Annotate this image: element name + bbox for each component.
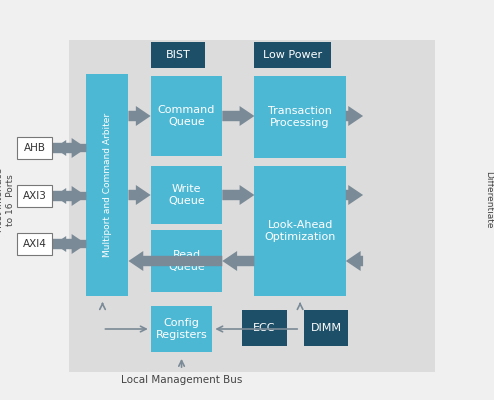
Polygon shape [346, 185, 363, 205]
Bar [86, 74, 128, 296]
Bar [151, 166, 222, 224]
Bar [17, 137, 52, 159]
Polygon shape [128, 106, 151, 126]
Text: Config
Registers: Config Registers [156, 318, 207, 340]
Bar [151, 230, 222, 292]
Bar [151, 76, 222, 156]
Bar [242, 310, 287, 346]
Polygon shape [52, 186, 86, 206]
Polygon shape [346, 106, 363, 126]
Polygon shape [346, 251, 363, 271]
Text: Low Power: Low Power [263, 50, 322, 60]
Text: AXI4: AXI4 [23, 239, 46, 249]
Bar [304, 310, 348, 346]
Text: BIST: BIST [165, 50, 190, 60]
Text: ECC: ECC [253, 323, 276, 333]
Bar [254, 42, 331, 68]
Text: Read
Queue: Read Queue [168, 250, 205, 272]
Bar [17, 233, 52, 255]
Bar [151, 306, 212, 352]
Bar [69, 40, 435, 372]
Text: Differentiate: Differentiate [485, 171, 494, 229]
Text: Look-Ahead
Optimization: Look-Ahead Optimization [264, 220, 336, 242]
Polygon shape [222, 185, 254, 205]
Bar [69, 40, 435, 372]
Text: DIMM: DIMM [311, 323, 341, 333]
Polygon shape [222, 251, 254, 271]
Text: Multiport and Command Arbiter: Multiport and Command Arbiter [103, 113, 112, 257]
Text: Command
Queue: Command Queue [158, 105, 215, 127]
Polygon shape [54, 236, 86, 252]
Text: AHB: AHB [24, 143, 45, 153]
Text: Local Management Bus: Local Management Bus [121, 375, 242, 385]
Bar [254, 76, 346, 158]
Text: Host Interface
to 16  Ports: Host Interface to 16 Ports [0, 168, 15, 232]
Text: Write
Queue: Write Queue [168, 184, 205, 206]
Bar [254, 166, 346, 296]
Bar [17, 185, 52, 207]
Polygon shape [54, 140, 86, 156]
Polygon shape [54, 188, 86, 204]
Text: Transaction
Processing: Transaction Processing [268, 106, 332, 128]
Polygon shape [128, 185, 151, 205]
Polygon shape [52, 234, 86, 254]
Text: AXI3: AXI3 [23, 191, 46, 201]
Polygon shape [222, 106, 254, 126]
Polygon shape [128, 251, 222, 271]
Bar [151, 42, 205, 68]
Polygon shape [52, 138, 86, 158]
